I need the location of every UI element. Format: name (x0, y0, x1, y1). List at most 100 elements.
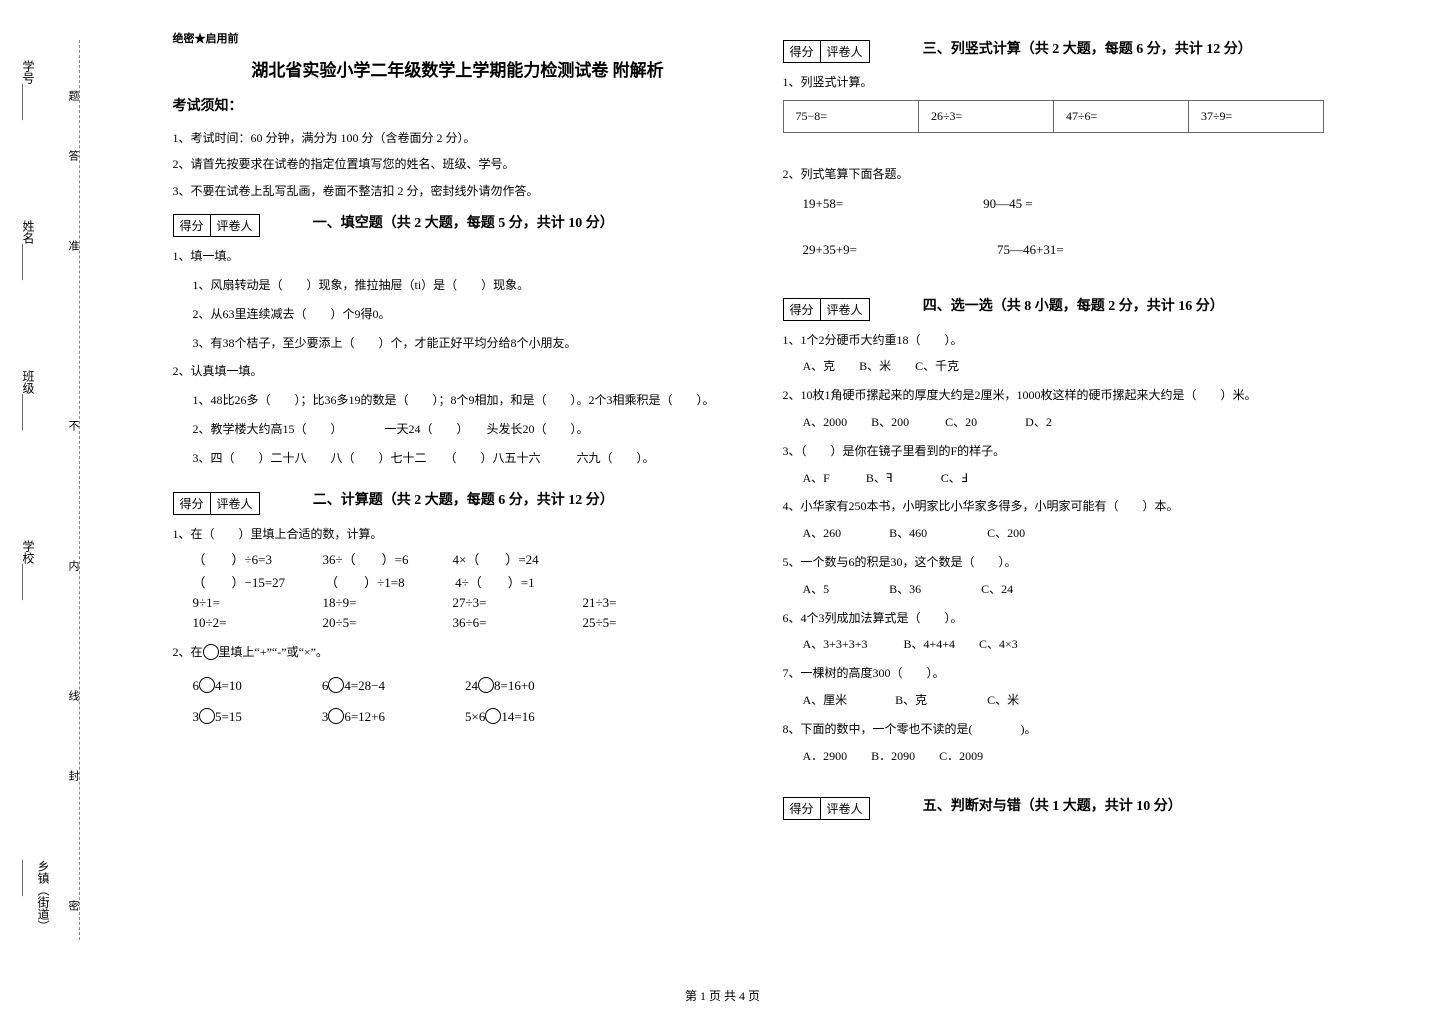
s4-opts: A、F B、ꟻ C、Ⅎ (803, 467, 1353, 490)
score-box: 得分 评卷人 (783, 797, 870, 820)
s2-q2-prefix: 2、在 (173, 645, 203, 659)
s4-opts: A、克 B、米 C、千克 (803, 355, 1353, 378)
score-box: 得分 评卷人 (783, 298, 870, 321)
page-footer: 第 1 页 共 4 页 (0, 987, 1445, 1004)
calc-cell: 25÷5= (583, 615, 673, 631)
grader-label: 评卷人 (821, 798, 869, 819)
s4-q: 1、1个2分硬币大约重18（ ）。 (783, 329, 1353, 352)
binding-mark: 密 (65, 900, 81, 921)
s1-q2-item: 2、教学楼大约高15（ ） 一天24（ ） 头发长20（ ）。 (193, 418, 743, 441)
eq: 36=12+6 (322, 709, 385, 726)
calc-cell: 90—45 = (983, 196, 1033, 212)
eq: 248=16+0 (465, 678, 535, 695)
s4-opts: A、5 B、36 C、24 (803, 578, 1353, 601)
calc-cell: 26÷3= (918, 100, 1053, 132)
calc-cell: 21÷3= (583, 595, 673, 611)
score-label: 得分 (174, 493, 211, 514)
calc-cell: 37÷9= (1188, 100, 1323, 132)
binding-label-id: 学号______ (20, 60, 37, 120)
calc-row: （ ）−15=27 （ ）÷1=8 4÷（ ）=1 (193, 572, 743, 591)
binding-label-school: 学校______ (20, 540, 37, 600)
calc-cell: 47÷6= (1053, 100, 1188, 132)
eq-part: 6=12+6 (344, 709, 385, 724)
calc-cell: 19+58= (803, 196, 844, 212)
s1-q1-item: 3、有38个桔子，至少要添上（ ）个，才能正好平均分给8个小朋友。 (193, 332, 743, 355)
s1-q2-item: 3、四（ ）二十八 八（ ）七十二 （ ）八五十六 六九（ ）。 (193, 447, 743, 470)
calc-cell: 36÷6= (453, 615, 543, 631)
s2-q2: 2、在里填上“+”“-”或“×”。 (173, 641, 743, 664)
eq-part: 6 (193, 678, 200, 693)
s1-q2-item: 1、48比26多（ ）；比36多19的数是（ ）；8个9相加，和是（ ）。2个3… (193, 389, 743, 412)
s4-opts: A、2000 B、200 C、20 D、2 (803, 411, 1353, 434)
calc-cell: 75−8= (783, 100, 918, 132)
score-box: 得分 评卷人 (783, 40, 870, 63)
s4-q: 5、一个数与6的积是30，这个数是（ ）。 (783, 551, 1353, 574)
calc-cell: 75—46+31= (997, 242, 1064, 258)
score-label: 得分 (784, 798, 821, 819)
circle-icon (199, 708, 215, 724)
circle-icon (328, 677, 344, 693)
section-2-header: 得分 评卷人 二、计算题（共 2 大题，每题 6 分，共计 12 分） (173, 482, 743, 517)
s4-q: 3、（ ）是你在镜子里看到的F的样子。 (783, 440, 1353, 463)
score-label: 得分 (174, 215, 211, 236)
s4-q: 6、4个3列成加法算式是（ ）。 (783, 607, 1353, 630)
calc-cell: 20÷5= (323, 615, 413, 631)
s1-q1-item: 2、从63里连续减去（ ）个9得0。 (193, 303, 743, 326)
score-box: 得分 评卷人 (173, 492, 260, 515)
calc-cell: （ ）−15=27 (193, 572, 286, 591)
section-5-title: 五、判断对与错（共 1 大题，共计 10 分） (923, 795, 1182, 815)
eq: 64=28−4 (322, 678, 385, 695)
calc-cell: 9÷1= (193, 595, 283, 611)
eq-part: 3 (193, 709, 200, 724)
score-label: 得分 (784, 299, 821, 320)
binding-label-name: 姓名______ (20, 220, 37, 280)
s3-q2: 2、列式笔算下面各题。 (783, 163, 1353, 186)
circle-icon (199, 677, 215, 693)
score-box: 得分 评卷人 (173, 214, 260, 237)
section-5-header: 得分 评卷人 五、判断对与错（共 1 大题，共计 10 分） (783, 787, 1353, 822)
s1-q1-item: 1、风扇转动是（ ）现象，推拉抽屉（ti）是（ ）现象。 (193, 274, 743, 297)
s4-q: 4、小华家有250本书，小明家比小华家多得多，小明家可能有（ ）本。 (783, 495, 1353, 518)
calc-cell: 29+35+9= (803, 242, 858, 258)
notice: 1、考试时间：60 分钟，满分为 100 分（含卷面分 2 分）。 (173, 125, 743, 151)
section-3-title: 三、列竖式计算（共 2 大题，每题 6 分，共计 12 分） (923, 38, 1252, 58)
paper-title: 湖北省实验小学二年级数学上学期能力检测试卷 附解析 (173, 56, 743, 81)
section-1-header: 得分 评卷人 一、填空题（共 2 大题，每题 5 分，共计 10 分） (173, 204, 743, 239)
grader-label: 评卷人 (211, 493, 259, 514)
calc-cell: 10÷2= (193, 615, 283, 631)
calc-cell: 36÷（ ）=6 (323, 549, 413, 568)
eq-part: 4=28−4 (344, 678, 385, 693)
notice: 2、请首先按要求在试卷的指定位置填写您的姓名、班级、学号。 (173, 151, 743, 177)
section-4-header: 得分 评卷人 四、选一选（共 8 小题，每题 2 分，共计 16 分） (783, 288, 1353, 323)
s4-opts: A、3+3+3+3 B、4+4+4 C、4×3 (803, 633, 1353, 656)
left-column: 绝密★启用前 湖北省实验小学二年级数学上学期能力检测试卷 附解析 考试须知： 1… (173, 30, 743, 822)
calc-row: 19+58= 90—45 = (803, 196, 1353, 212)
s4-q: 8、下面的数中，一个零也不读的是( )。 (783, 718, 1353, 741)
eq-row: 64=10 64=28−4 248=16+0 (193, 678, 743, 695)
s4-opts: A、厘米 B、克 C、米 (803, 689, 1353, 712)
s4-opts: A、260 B、460 C、200 (803, 522, 1353, 545)
calc-cell: （ ）÷6=3 (193, 549, 283, 568)
calc-row: 10÷2= 20÷5= 36÷6= 25÷5= (193, 615, 743, 631)
eq-part: 5=15 (215, 709, 242, 724)
calc-cell: 4÷（ ）=1 (455, 572, 545, 591)
calc-row: 9÷1= 18÷9= 27÷3= 21÷3= (193, 595, 743, 611)
score-label: 得分 (784, 41, 821, 62)
s3-q1: 1、列竖式计算。 (783, 71, 1353, 94)
circle-icon (478, 677, 494, 693)
binding-label-town: 乡镇（街道）______ (20, 860, 52, 940)
eq-part: 24 (465, 678, 478, 693)
calc-cell: 18÷9= (323, 595, 413, 611)
grader-label: 评卷人 (821, 41, 869, 62)
eq: 5×614=16 (465, 709, 535, 726)
s1-q1: 1、填一填。 (173, 245, 743, 268)
circle-icon (328, 708, 344, 724)
s4-items: 1、1个2分硬币大约重18（ ）。 A、克 B、米 C、千克 2、10枚1角硬币… (783, 329, 1353, 768)
calc-row: （ ）÷6=3 36÷（ ）=6 4×（ ）=24 (193, 549, 743, 568)
confidential-mark: 绝密★启用前 (173, 30, 743, 46)
eq: 3 5=15 (193, 709, 242, 726)
section-1-title: 一、填空题（共 2 大题，每题 5 分，共计 10 分） (313, 212, 614, 232)
section-2-title: 二、计算题（共 2 大题，每题 6 分，共计 12 分） (313, 489, 614, 509)
notice: 3、不要在试卷上乱写乱画，卷面不整洁扣 2 分，密封线外请勿作答。 (173, 178, 743, 204)
eq: 64=10 (193, 678, 242, 695)
